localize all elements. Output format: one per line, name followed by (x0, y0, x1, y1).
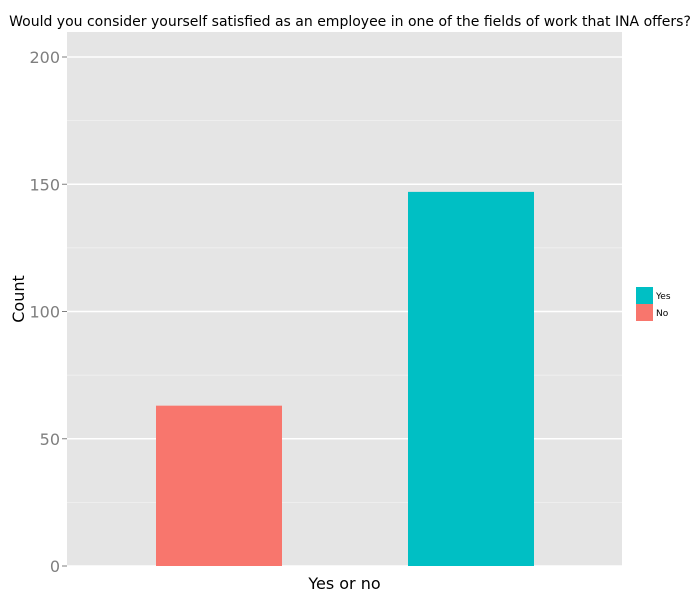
legend-label-yes: Yes (655, 292, 671, 302)
legend-key-yes (636, 287, 653, 304)
y-axis-title: Count (9, 275, 28, 323)
legend-label-no: No (656, 309, 669, 319)
legend: Yes No (636, 287, 671, 321)
plot-panel (67, 32, 622, 566)
bars (156, 191, 534, 566)
y-tick-label: 200 (29, 48, 60, 67)
y-tick-label: 100 (29, 303, 60, 322)
x-axis-title: Yes or no (307, 574, 380, 593)
y-tick-label: 150 (29, 175, 60, 194)
y-tick-label: 50 (40, 430, 60, 449)
y-axis: 0 50 100 150 200 (29, 48, 67, 576)
bar-no (156, 405, 282, 566)
y-tick-label: 0 (50, 557, 60, 576)
legend-key-no (636, 304, 653, 321)
chart-title: Would you consider yourself satisfied as… (9, 14, 691, 30)
bar-yes (408, 191, 534, 566)
